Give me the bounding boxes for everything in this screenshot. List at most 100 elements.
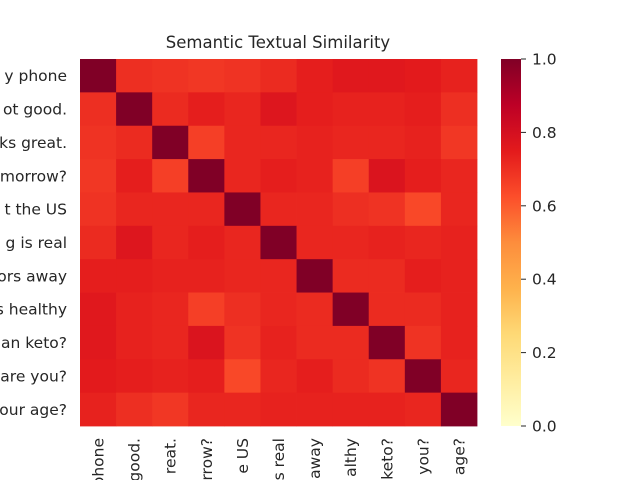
heatmap-cell: [440, 259, 478, 293]
heatmap-cell: [80, 325, 117, 360]
heatmap-cell: [80, 192, 117, 227]
heatmap-cell: [440, 125, 478, 160]
heatmap-cell: [188, 325, 225, 360]
heatmap-cell: [332, 392, 370, 427]
heatmap-cell: [224, 225, 261, 260]
column-label: keto?: [378, 438, 396, 480]
row-label: morrow?: [0, 167, 67, 185]
heatmap-cell: [332, 192, 370, 227]
heatmap-cell: [224, 159, 261, 193]
colorbar-tick-label: 0.4: [532, 271, 557, 289]
heatmap-cell: [188, 292, 225, 327]
row-label: s healthy: [0, 301, 67, 319]
heatmap-cell: [296, 92, 334, 127]
column-label: e US: [234, 438, 252, 474]
heatmap-cell: [368, 292, 406, 327]
heatmap-cell: [260, 292, 297, 327]
heatmap-cell: [224, 59, 261, 93]
colorbar-tick-label: 0.6: [532, 197, 557, 215]
heatmap-cell: [188, 92, 225, 127]
column-label: althy: [342, 438, 360, 477]
heatmap-cell: [404, 292, 442, 327]
heatmap-cell: [368, 92, 406, 127]
heatmap-cell: [152, 359, 189, 394]
heatmap-cell: [260, 359, 297, 394]
colorbar-tick-label: 0.8: [532, 124, 557, 142]
heatmap-cell: [188, 225, 225, 260]
heatmap-cell: [404, 125, 442, 160]
heatmap-cell: [440, 359, 478, 394]
heatmap-cell: [152, 392, 189, 427]
heatmap-cell: [368, 125, 406, 160]
heatmap-cell: [404, 359, 442, 394]
colorbar: [501, 59, 521, 426]
heatmap-cell: [116, 92, 153, 127]
heatmap-cell: [224, 359, 261, 394]
heatmap-cell: [332, 325, 370, 360]
heatmap-cell: [224, 125, 261, 160]
heatmap-cell: [440, 59, 478, 93]
heatmap-cell: [260, 192, 297, 227]
heatmap-cell: [296, 325, 334, 360]
heatmap-cell: [80, 359, 117, 394]
heatmap-cell: [296, 259, 334, 293]
heatmap-cell: [152, 225, 189, 260]
heatmap-cell: [152, 59, 189, 93]
heatmap-cell: [116, 159, 153, 193]
heatmap-cell: [440, 225, 478, 260]
heatmap-cell: [116, 225, 153, 260]
heatmap-cell: [224, 392, 261, 427]
colorbar-tick-label: 0.0: [532, 418, 557, 436]
heatmap-cell: [152, 125, 189, 160]
column-label: you?: [414, 438, 432, 475]
heatmap-cell: [224, 192, 261, 227]
colorbar-tick-label: 0.2: [532, 344, 557, 362]
chart-title: Semantic Textual Similarity: [166, 33, 391, 52]
heatmap-cell: [116, 192, 153, 227]
column-label: age?: [450, 438, 468, 475]
heatmap-cell: [116, 125, 153, 160]
colorbar-tick-label: 1.0: [532, 51, 557, 69]
heatmap-cell: [80, 125, 117, 160]
column-label: good.: [126, 438, 144, 480]
row-labels: y phone ot good. ks great. morrow? t the US g…: [0, 67, 67, 419]
heatmap-cell: [332, 225, 370, 260]
heatmap-cell: [260, 392, 297, 427]
row-label: are you?: [0, 367, 67, 385]
heatmap-cell: [152, 325, 189, 360]
heatmap-cell: [440, 292, 478, 327]
heatmap-cell: [404, 259, 442, 293]
heatmap-cell: [188, 359, 225, 394]
heatmap-cell: [116, 359, 153, 394]
heatmap-cells: [80, 59, 478, 427]
heatmap-cell: [404, 59, 442, 93]
heatmap-cell: [80, 392, 117, 427]
heatmap-cell: [332, 359, 370, 394]
heatmap-cell: [260, 259, 297, 293]
heatmap-cell: [152, 92, 189, 127]
heatmap-cell: [152, 259, 189, 293]
heatmap-cell: [188, 259, 225, 293]
heatmap-cell: [368, 225, 406, 260]
heatmap-cell: [440, 392, 478, 427]
heatmap-cell: [116, 292, 153, 327]
heatmap-cell: [152, 292, 189, 327]
heatmap-cell: [224, 259, 261, 293]
heatmap-cell: [116, 392, 153, 427]
heatmap-cell: [332, 292, 370, 327]
heatmap-cell: [368, 359, 406, 394]
heatmap-cell: [368, 259, 406, 293]
heatmap-cell: [404, 325, 442, 360]
row-label: t the US: [4, 201, 67, 219]
colorbar-ticks: 0.0 0.2 0.4 0.6 0.8 1.0: [521, 51, 557, 436]
heatmap-cell: [224, 325, 261, 360]
heatmap-cell: [404, 225, 442, 260]
row-label: ot good.: [3, 101, 67, 119]
heatmap-cell: [80, 159, 117, 193]
heatmap-cell: [368, 192, 406, 227]
heatmap-cell: [116, 325, 153, 360]
heatmap-cell: [188, 392, 225, 427]
column-label: phone: [90, 438, 108, 480]
heatmap-cell: [224, 292, 261, 327]
column-label: rrow?: [198, 438, 216, 480]
